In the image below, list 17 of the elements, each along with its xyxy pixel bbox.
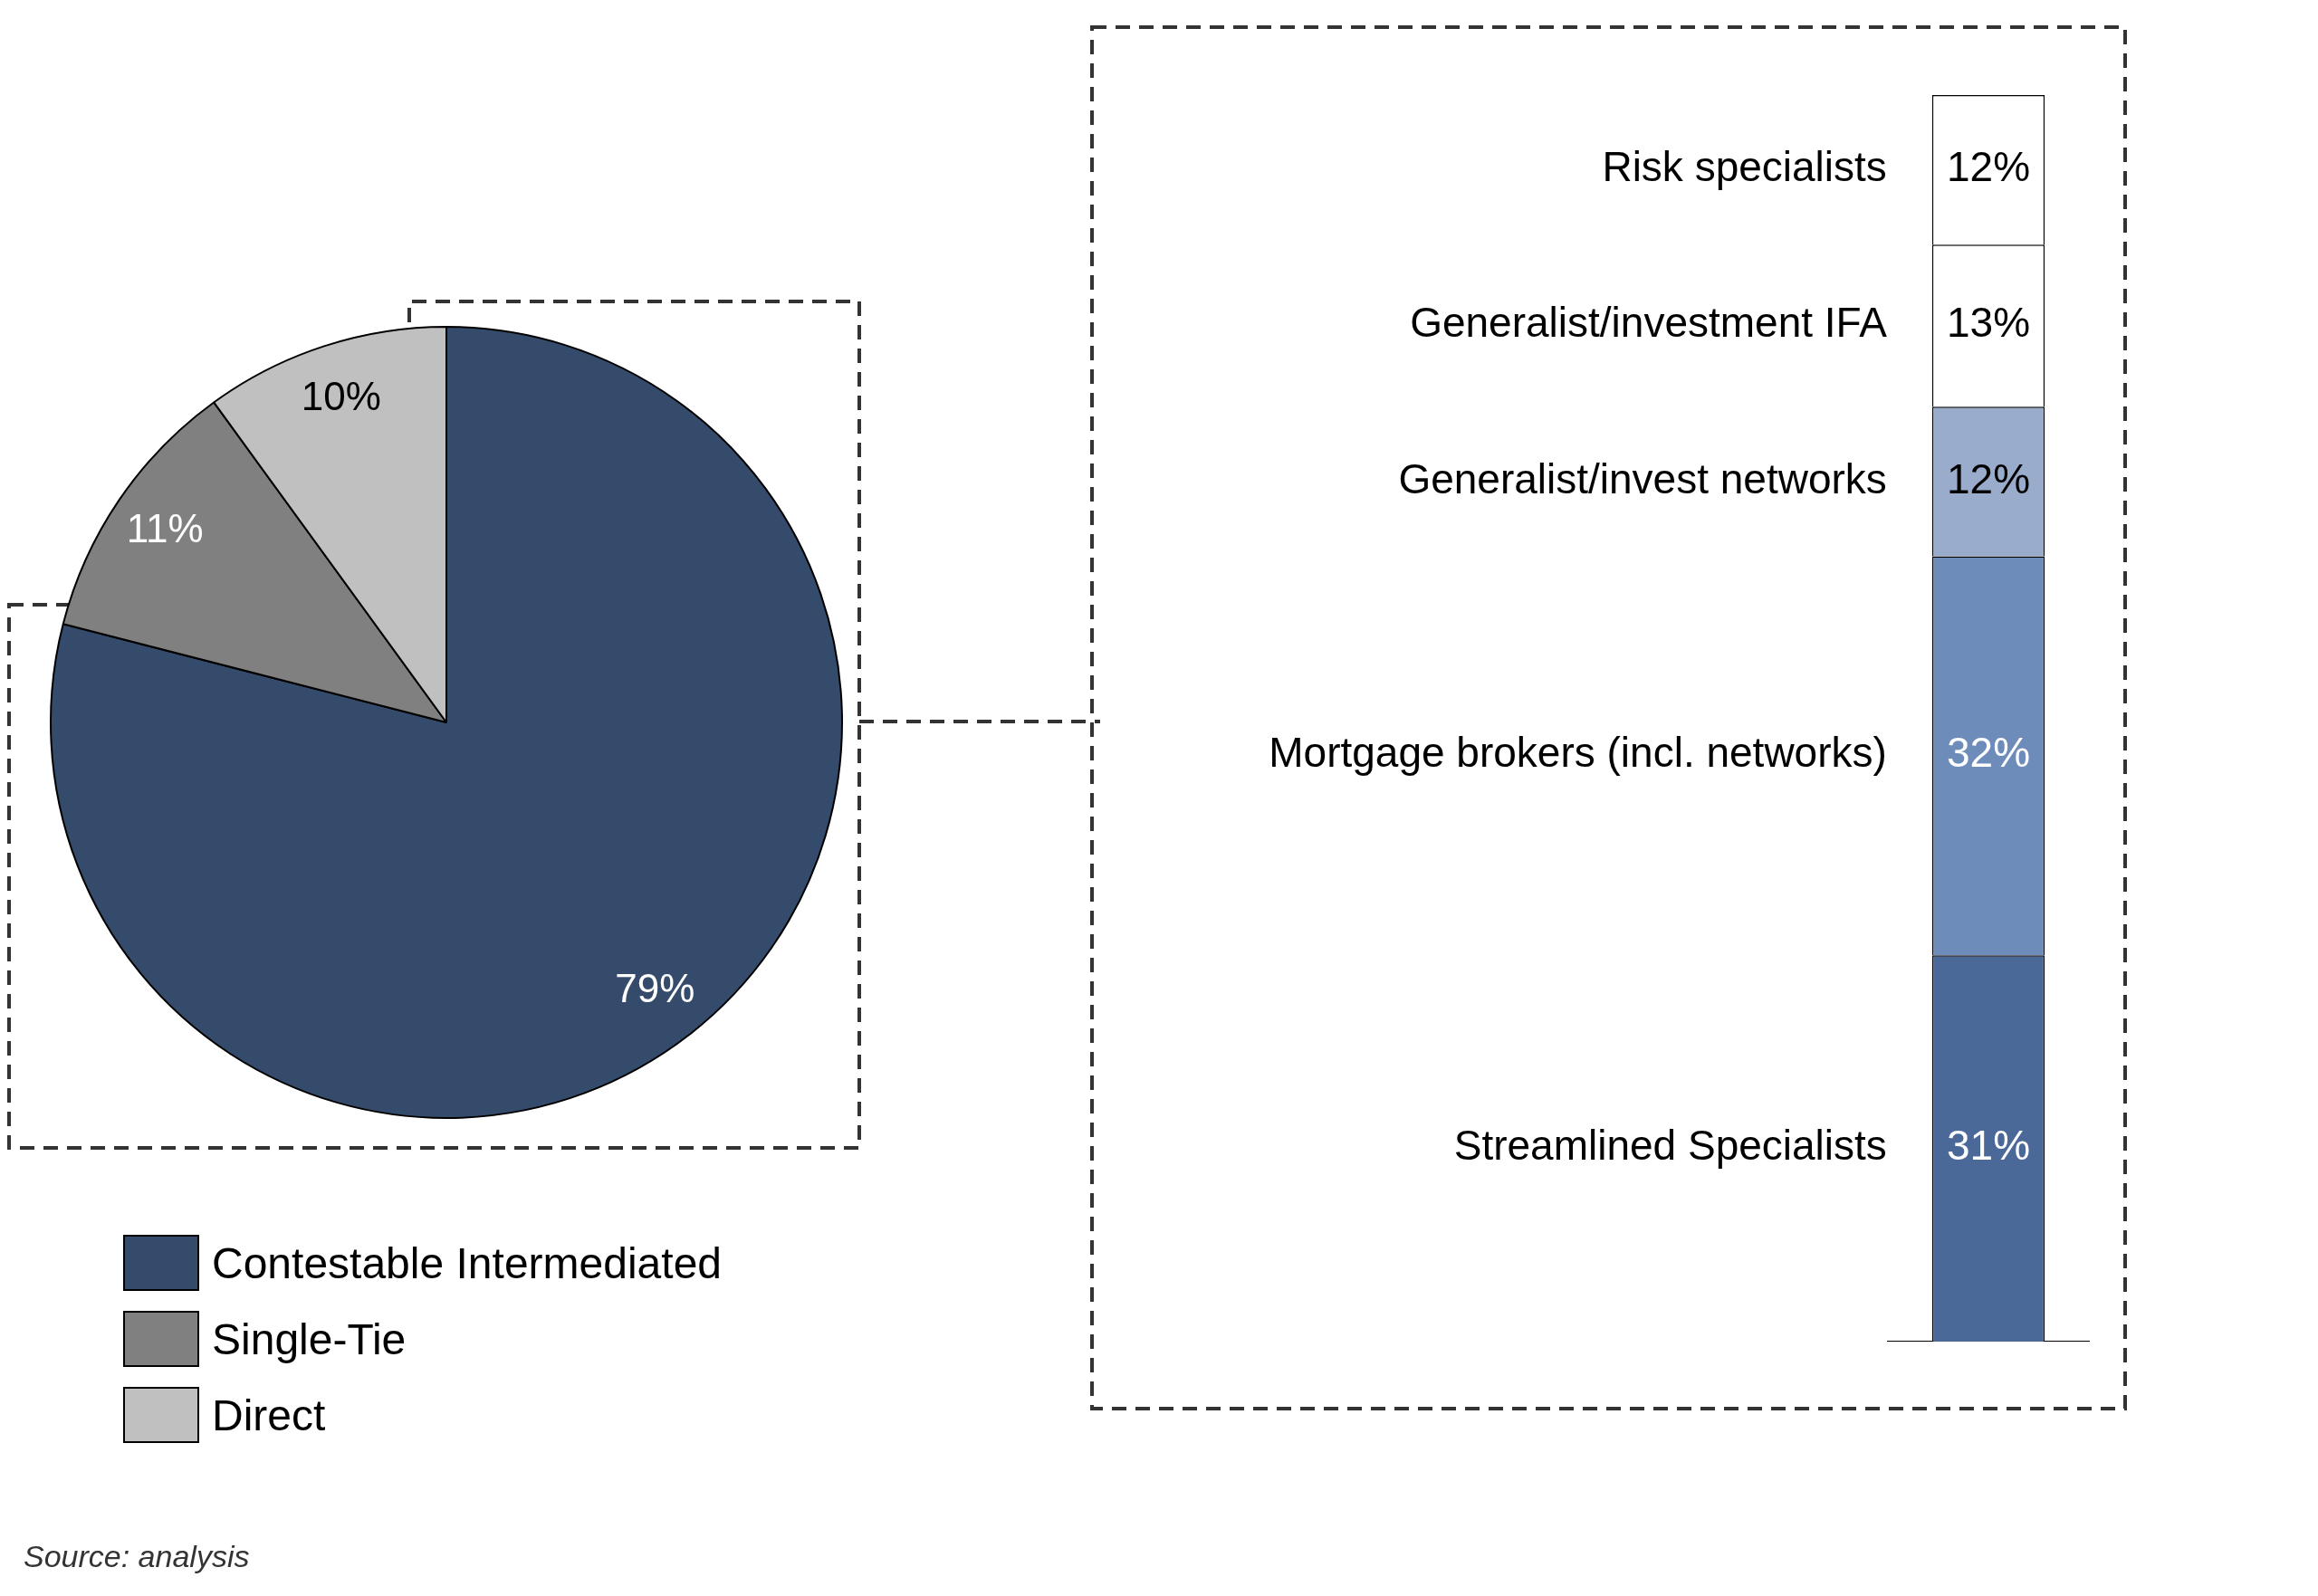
data-label: 31% [1946,1122,2031,1170]
data-label: 32% [1946,729,2031,777]
series-label: Generalist/invest networks [1398,454,1887,502]
series-label: Generalist/investment IFA [1410,299,1888,347]
legend-label: Single-Tie [212,1314,407,1364]
data-label: 12% [1946,143,2031,191]
data-label: 10% [301,373,381,418]
source-note: Source: analysis [24,1539,250,1574]
series-label: Mortgage brokers (incl. networks) [1269,729,1887,777]
legend-label: Contestable Intermediated [212,1238,723,1288]
data-label: 11% [126,505,204,550]
data-label: 79% [615,966,695,1011]
legend-label: Direct [212,1390,326,1440]
series-label: Streamlined Specialists [1453,1122,1887,1170]
data-label: 13% [1946,299,2031,347]
series-label: Risk specialists [1602,143,1887,191]
data-label: 12% [1946,454,2031,502]
